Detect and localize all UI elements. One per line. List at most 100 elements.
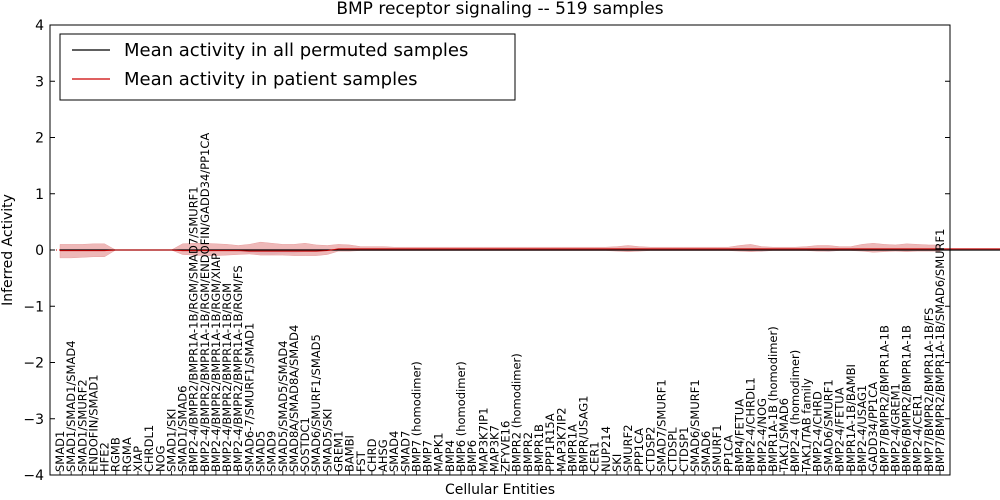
x-tick-label: SMAD6 — [699, 431, 713, 472]
x-tick-label: PPP1R15A — [543, 413, 557, 472]
x-tick-label: SMAD5/SMAD5/SMAD4 — [276, 340, 290, 472]
x-tick-label: SMAD1/SMURF2 — [75, 379, 89, 472]
x-tick-label: BMPR/USAG1 — [577, 396, 591, 472]
x-tick-label: MAP3K7IP2 — [554, 407, 568, 472]
x-tick-label: BMP2-4 (homodimer) — [788, 350, 802, 472]
x-tick-label: BMP7/BMPR2/BMPR1A-1B/FS — [922, 308, 936, 472]
x-tick-label: BMP7 (homodimer) — [409, 361, 423, 472]
x-tick-label: SMAD1/SKI — [164, 409, 178, 472]
y-tick-label: −3 — [23, 412, 44, 428]
y-tick-label: 0 — [35, 243, 44, 259]
x-tick-label: BMPR1A-1B (homodimer) — [766, 326, 780, 472]
x-axis: SMAD1SMAD1/SMAD1/SMAD4SMAD1/SMURF2ENDOFI… — [53, 133, 947, 475]
x-tick-label: CHRD — [365, 438, 379, 472]
x-tick-label: BMPR2 (homodimer) — [510, 353, 524, 472]
x-tick-label: MAPK1 — [432, 432, 446, 472]
y-tick-label: 2 — [35, 131, 44, 147]
x-tick-label: CER1 — [588, 441, 602, 472]
y-axis-label: Inferred Activity — [0, 194, 16, 306]
x-tick-label: FST — [354, 450, 368, 472]
x-tick-label: SMAD8A/SMAD8A/SMAD4 — [287, 325, 301, 472]
x-tick-label: BMP7/BMPR2/BMPR1A-1B/SMAD6/SMURF1 — [933, 229, 947, 472]
x-tick-label: BMP2-4/NOG — [755, 398, 769, 472]
x-tick-label: SMAD7/SMURF1 — [655, 379, 669, 472]
y-tick-label: −2 — [23, 356, 44, 372]
x-tick-label: SMAD5 — [254, 431, 268, 472]
x-tick-label: CTDSP1 — [677, 427, 691, 472]
x-tick-label: TAK1/TAB family — [799, 378, 813, 473]
x-tick-label: BMP2-4/BMPR2/BMPR1A-1B/RGM/SMAD7/SMURF1 — [187, 186, 201, 472]
x-tick-label: BMP2-4/CER1 — [911, 394, 925, 472]
x-tick-label: XIAP — [131, 446, 145, 472]
x-tick-label: CHRDL1 — [142, 425, 156, 472]
x-tick-label: BMPR1A — [565, 424, 579, 472]
x-tick-label: SKI — [610, 454, 624, 472]
x-tick-label: BMP2-4/USAG1 — [855, 385, 869, 472]
x-tick-label: NOG — [153, 445, 167, 472]
x-tick-label: PP1CA — [721, 435, 735, 472]
legend: Mean activity in all permuted samples Mea… — [59, 33, 516, 101]
x-tick-label: ZFYVE16 — [499, 421, 513, 472]
x-tick-label: SMAD7 — [398, 431, 412, 472]
x-tick-label: SMAD6/SMURF1 — [688, 379, 702, 472]
x-tick-label: SMAD6/SMURF1 — [822, 379, 836, 472]
x-tick-label: CTDSP2 — [643, 427, 657, 472]
x-tick-label: BMP6 — [465, 440, 479, 472]
x-tick-label: BMP2-4/GREM1 — [888, 383, 902, 472]
x-tick-label: BMP2-4/BMPR2/BMPR1A-1B/RGM/FS — [231, 265, 245, 472]
y-tick-label: 3 — [35, 74, 44, 90]
x-tick-label: SMAD9 — [265, 431, 279, 472]
x-tick-label: BMP4 — [443, 440, 457, 472]
x-tick-label: SMAD4 — [387, 431, 401, 472]
x-tick-label: BMP2-4/BMPR2/BMPR1A-1B/RGM/XIAP — [209, 253, 223, 472]
x-tick-label: SMURF1 — [710, 424, 724, 472]
x-tick-label: MAP3K7IP1 — [476, 407, 490, 472]
x-tick-label: BMP2-4/BMPR2/BMPR1A-1B/RGM/ENDOFIN/GADD3… — [198, 133, 212, 472]
x-tick-label: RGMA — [120, 437, 134, 472]
x-tick-label: NUP214 — [599, 426, 613, 472]
series-line-patient-mean — [60, 248, 1000, 252]
y-tick-label: −4 — [23, 468, 44, 484]
x-tick-label: BMP4/FETUA — [732, 399, 746, 472]
x-tick-label: SMURF2 — [621, 424, 635, 472]
x-tick-label: BMP2-4/CHRDL1 — [744, 377, 758, 472]
x-tick-label: BMP2-4/BMPR2/BMPR1A-1B/RGM — [220, 283, 234, 472]
x-tick-label: TAK1/SMAD6 — [777, 398, 791, 473]
y-axis: −4 −3 −2 −1 0 1 2 3 4 — [23, 18, 950, 484]
y-tick-label: 1 — [35, 187, 44, 203]
x-tick-label: BMP6/BMPR2/BMPR1A-1B — [900, 325, 914, 472]
x-axis-label: Cellular Entities — [445, 482, 555, 498]
x-tick-label: BMP2-4/FETUA — [833, 387, 847, 472]
y-tick-label: 4 — [35, 18, 44, 34]
x-tick-label: BAMBI — [343, 435, 357, 472]
x-tick-label: SMAD5/SKI — [320, 409, 334, 472]
x-tick-label: ENDOFIN/SMAD1 — [86, 374, 100, 472]
y-tick-label: −1 — [23, 299, 44, 315]
x-tick-label: BMPR2 — [521, 432, 535, 472]
x-tick-label: SMAD1/SMAD1/SMAD4 — [64, 340, 78, 472]
x-tick-label: BMP7/BMPR2/BMPR1A-1B — [877, 325, 891, 472]
x-tick-label: GADD34/PP1CA — [866, 382, 880, 472]
legend-label: Mean activity in patient samples — [124, 69, 418, 90]
x-tick-label: SMAD1 — [53, 431, 67, 472]
x-tick-label: SOSTDC1 — [298, 417, 312, 472]
x-tick-label: AHSG — [376, 439, 390, 472]
x-tick-label: BMP6 (homodimer) — [454, 361, 468, 472]
x-tick-label: PPP1CA — [632, 428, 646, 472]
x-tick-label: HFE2 — [98, 442, 112, 472]
x-tick-label: MAP3K7 — [487, 425, 501, 472]
x-tick-label: BMP7 — [421, 440, 435, 472]
x-tick-label: BMPR1A-1B/BAMBI — [844, 364, 858, 472]
x-tick-label: RGMB — [109, 437, 123, 472]
legend-box — [59, 33, 516, 101]
x-tick-label: BMP2-4/CHRD — [810, 391, 824, 472]
chart-title: BMP receptor signaling -- 519 samples — [336, 0, 663, 19]
x-tick-label: CTDSPL — [666, 427, 680, 472]
x-tick-label: BMPR1B — [532, 424, 546, 472]
x-tick-label: SMAD1/SMAD6 — [176, 386, 190, 472]
x-tick-label: GREM1 — [331, 431, 345, 472]
x-tick-label: SMAD6-7/SMURF1/SMAD1 — [242, 323, 256, 472]
legend-label: Mean activity in all permuted samples — [124, 40, 468, 61]
x-tick-label: SMAD6/SMURF1/SMAD5 — [309, 334, 323, 472]
